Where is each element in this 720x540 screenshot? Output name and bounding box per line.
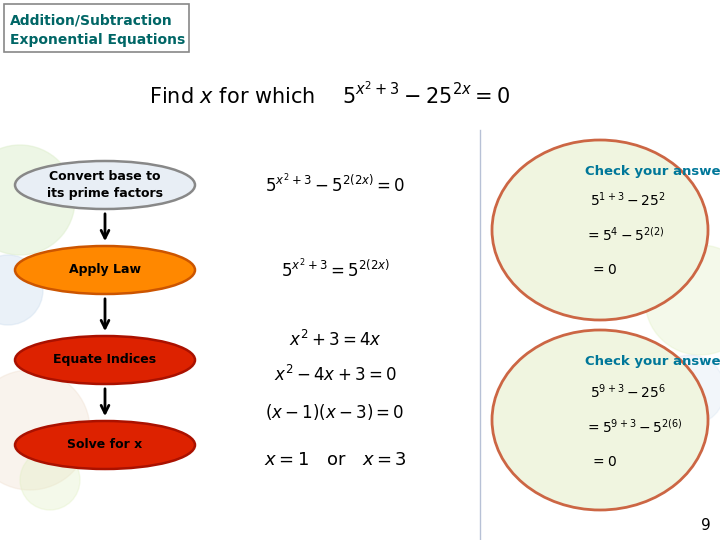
Text: $= 5^{4} - 5^{2(2)}$: $= 5^{4} - 5^{2(2)}$ <box>585 226 665 244</box>
Text: $x^2 - 4x + 3 = 0$: $x^2 - 4x + 3 = 0$ <box>274 365 396 385</box>
Text: Addition/Subtraction: Addition/Subtraction <box>10 13 173 27</box>
Text: $5^{1+3} - 25^{2}$: $5^{1+3} - 25^{2}$ <box>590 191 666 210</box>
Text: $5^{x^2+3} - 5^{2(2x)} = 0$: $5^{x^2+3} - 5^{2(2x)} = 0$ <box>265 173 405 197</box>
Text: Exponential Equations: Exponential Equations <box>10 33 185 47</box>
Ellipse shape <box>15 161 195 209</box>
Ellipse shape <box>15 246 195 294</box>
Circle shape <box>645 245 720 355</box>
FancyBboxPatch shape <box>4 4 189 52</box>
Text: $5^{9+3} - 25^{6}$: $5^{9+3} - 25^{6}$ <box>590 383 666 401</box>
Text: $(x - 1)(x - 3) = 0$: $(x - 1)(x - 3) = 0$ <box>265 402 405 422</box>
Text: $5^{x^2+3} = 5^{2(2x)}$: $5^{x^2+3} = 5^{2(2x)}$ <box>281 258 390 282</box>
Ellipse shape <box>15 336 195 384</box>
Text: Apply Law: Apply Law <box>69 264 141 276</box>
Text: its prime factors: its prime factors <box>47 186 163 199</box>
Text: Find $x$ for which $\quad 5^{x^2+3} - 25^{2x} = 0$: Find $x$ for which $\quad 5^{x^2+3} - 25… <box>150 82 510 108</box>
Circle shape <box>0 255 43 325</box>
Text: Check your answer:: Check your answer: <box>585 165 720 179</box>
Text: $x^2 + 3 = 4x$: $x^2 + 3 = 4x$ <box>289 330 382 350</box>
Text: $= 5^{9+3} - 5^{2(6)}$: $= 5^{9+3} - 5^{2(6)}$ <box>585 418 683 436</box>
Circle shape <box>20 450 80 510</box>
Text: 9: 9 <box>701 517 711 532</box>
Text: Solve for x: Solve for x <box>68 438 143 451</box>
Ellipse shape <box>15 421 195 469</box>
Text: $= 0$: $= 0$ <box>590 455 617 469</box>
Ellipse shape <box>492 140 708 320</box>
Text: $= 0$: $= 0$ <box>590 263 617 277</box>
Circle shape <box>0 145 75 255</box>
Circle shape <box>655 355 720 425</box>
Circle shape <box>0 370 90 490</box>
Text: Convert base to: Convert base to <box>49 171 161 184</box>
Ellipse shape <box>492 330 708 510</box>
Text: Check your answer:: Check your answer: <box>585 355 720 368</box>
Text: $x = 1 \quad \mathrm{or} \quad x = 3$: $x = 1 \quad \mathrm{or} \quad x = 3$ <box>264 451 407 469</box>
Text: Equate Indices: Equate Indices <box>53 354 156 367</box>
